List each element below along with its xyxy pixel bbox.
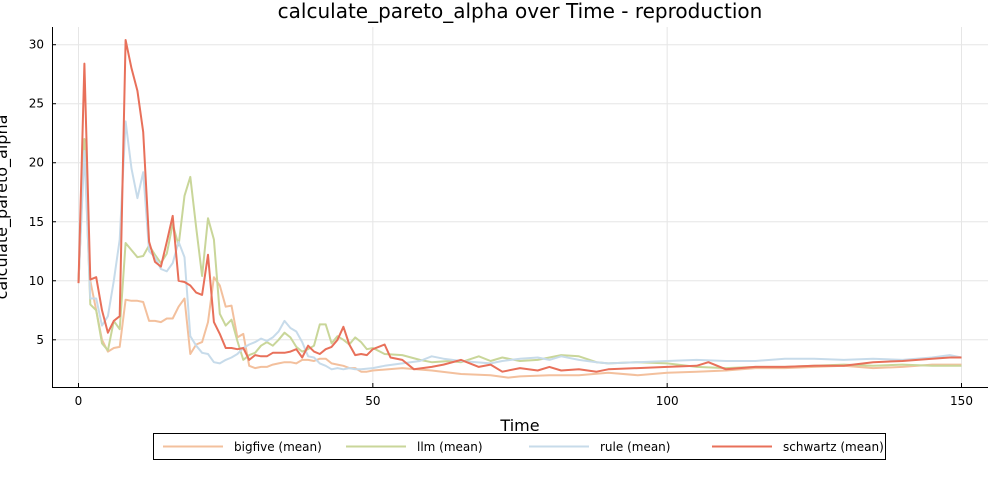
x-tick-label: 100 <box>656 394 679 408</box>
y-tick-label: 15 <box>29 215 44 229</box>
x-tick-label: 150 <box>950 394 973 408</box>
y-tick-label: 20 <box>29 156 44 170</box>
x-tick-label: 50 <box>365 394 380 408</box>
y-axis-label: calculate_pareto_alpha <box>0 115 12 300</box>
y-tick-label: 25 <box>29 97 44 111</box>
grid <box>52 27 988 387</box>
x-tick-label: 0 <box>75 394 83 408</box>
x-ticks: 0 50 100 150 <box>75 383 973 408</box>
series-line-bigfive <box>77 138 962 379</box>
legend-label: llm (mean) <box>417 440 483 454</box>
legend-label: bigfive (mean) <box>234 440 322 454</box>
series-line-schwartz <box>77 39 962 373</box>
chart-title: calculate_pareto_alpha over Time - repro… <box>278 0 763 23</box>
series-lines <box>77 39 962 379</box>
legend-label: rule (mean) <box>600 440 670 454</box>
legend: bigfive (mean) llm (mean) rule (mean) schwa… <box>153 433 886 460</box>
legend-label: schwartz (mean) <box>783 440 884 454</box>
y-tick-label: 30 <box>29 38 44 52</box>
y-tick-label: 10 <box>29 274 44 288</box>
y-tick-label: 5 <box>36 333 44 347</box>
series-line-rule <box>77 120 962 371</box>
axes <box>52 27 988 388</box>
series-line-llm <box>77 138 962 370</box>
x-axis-label: Time <box>499 416 539 435</box>
y-ticks: 5 10 15 20 25 30 <box>29 38 56 347</box>
